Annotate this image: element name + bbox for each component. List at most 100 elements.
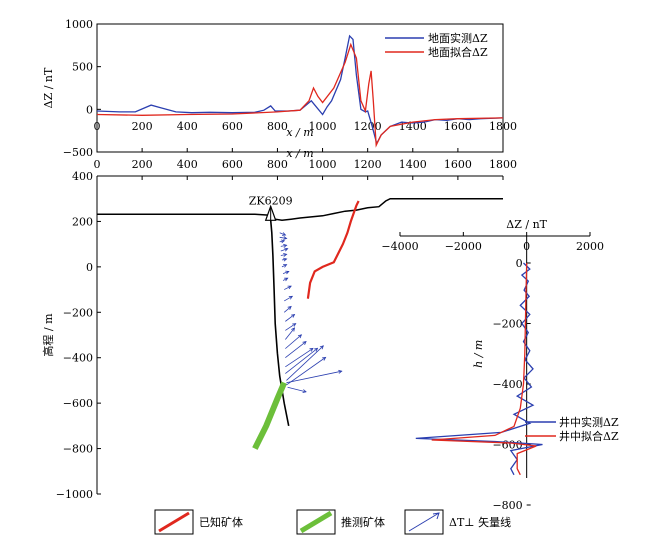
known-ore-body [306, 200, 360, 299]
surface-x-tick-label: 400 [177, 120, 198, 133]
vector-arrowhead [291, 327, 296, 332]
vector-arrowhead [302, 389, 307, 393]
surface-x-tick-label: 0 [94, 120, 101, 133]
legend-swatch-stroke [158, 511, 190, 533]
section-x-tick-label: 200 [132, 158, 153, 171]
vector-line [286, 370, 342, 384]
vector-arrowhead [322, 356, 327, 361]
legend-swatch-stroke [299, 510, 333, 534]
borehole-legend-label: 井中实测ΔZ [559, 415, 619, 429]
legend-swatch-arrowhead [432, 512, 440, 520]
surface-y-axis-label: ΔZ / nT [42, 67, 55, 108]
borehole-y-axis-label: h / m [472, 340, 485, 368]
section-x-tick-label: 1400 [399, 158, 427, 171]
vector-line [284, 295, 293, 302]
surface-profile-chart: 0 200 400 600 800 1000 1200 1400 1600 1800 100050… [42, 18, 517, 159]
borehole-y-tick-label: −800 [492, 499, 522, 512]
vector-line [284, 285, 292, 290]
vector-arrowhead [284, 277, 289, 282]
vector-arrowhead [288, 295, 294, 300]
surface-y-tick-label: −500 [63, 146, 93, 159]
borehole-measured-line [415, 262, 543, 476]
vector-line [280, 253, 287, 256]
surface-x-tick-label: 1200 [354, 120, 382, 133]
borehole-x-tick-label: −2000 [445, 240, 482, 253]
section-y-tick-label: −200 [63, 306, 93, 319]
terrain-line [97, 197, 503, 222]
section-legend: 已知矿体 推测矿体 ΔT⊥ 矢量线 [154, 509, 511, 535]
section-chart: 0 200 400 600 800 1000 1200 1400 1600 1800 400 200… [41, 147, 517, 501]
section-legend-label: 推测矿体 [341, 515, 385, 529]
borehole-x-tick-label: −4000 [381, 240, 418, 253]
section-x-axis-label: x / m [286, 147, 313, 160]
section-x-tick-label: 0 [94, 158, 101, 171]
section-x-tick-label: 400 [177, 158, 198, 171]
section-y-tick-label: 400 [72, 170, 93, 183]
vector-line [285, 334, 302, 349]
surface-fitted-line [96, 42, 504, 148]
surface-y-tick-label: 1000 [65, 18, 93, 31]
vector-arrowhead [283, 253, 288, 257]
section-y-tick-label: −600 [63, 397, 93, 410]
section-y-tick-label: −400 [63, 352, 93, 365]
section-legend-label: 已知矿体 [199, 515, 243, 529]
borehole-profile-chart: −4000−200002000 0−200−400−600−800 ΔZ / n… [381, 218, 619, 512]
vector-arrowhead [284, 247, 289, 252]
vector-line [282, 271, 289, 275]
borehole-y-tick-label: −400 [492, 378, 522, 391]
vector-arrowhead [285, 270, 290, 275]
borehole-x-ticks: −4000−200002000 [381, 232, 604, 253]
section-legend-label: ΔT⊥ 矢量线 [449, 515, 511, 529]
borehole-x-tick-label: 2000 [576, 240, 604, 253]
section-x-tick-label: 1000 [309, 158, 337, 171]
section-y-tick-label: −1000 [56, 488, 93, 501]
borehole-y-tick-label: −200 [492, 318, 522, 331]
vector-arrowhead [314, 347, 319, 352]
surface-x-tick-label: 200 [132, 120, 153, 133]
surface-x-tick-label: 1000 [309, 120, 337, 133]
vector-arrowhead [283, 236, 288, 240]
vector-line [283, 306, 292, 313]
surface-x-axis-label: x / m [286, 126, 313, 139]
section-x-ticks: 0 200 400 600 800 1000 1200 1400 1600 1800 [94, 158, 517, 180]
vector-line [279, 232, 286, 236]
vector-line [285, 341, 307, 359]
vector-line [285, 348, 314, 368]
borehole-series-group [415, 262, 543, 476]
section-y-tick-label: −800 [63, 443, 93, 456]
vector-line [286, 357, 326, 386]
borehole-fitted-line [431, 262, 537, 476]
vector-arrowhead [283, 257, 288, 262]
vector-arrowhead [297, 334, 303, 339]
surface-x-tick-label: 800 [267, 120, 288, 133]
surface-x-tick-label: 600 [222, 120, 243, 133]
section-x-tick-label: 1800 [489, 158, 517, 171]
section-x-tick-label: 800 [267, 158, 288, 171]
vector-arrowhead [287, 305, 292, 310]
vector-lines [279, 232, 343, 393]
section-y-axis-label: 高程 / m [41, 313, 55, 357]
vector-arrowhead [319, 345, 324, 350]
borehole-y-tick-label: 0 [516, 257, 523, 270]
vector-line [285, 327, 295, 340]
section-x-tick-label: 600 [222, 158, 243, 171]
borehole-x-axis-label: ΔZ / nT [506, 218, 547, 231]
vector-line [285, 323, 296, 331]
surface-plot-frame [96, 23, 504, 153]
section-y-tick-label: 200 [72, 215, 93, 228]
section-x-tick-label: 1200 [354, 158, 382, 171]
surface-x-tick-label: 1600 [444, 120, 472, 133]
vector-arrowhead [280, 239, 286, 244]
surface-legend-label: 地面实测ΔZ [428, 31, 488, 45]
vector-arrowhead [291, 313, 296, 318]
borehole-marker [264, 204, 277, 221]
vector-arrowhead [283, 264, 288, 268]
vector-line [287, 386, 307, 393]
vector-arrowhead [338, 369, 343, 374]
borehole-label: ZK6209 [249, 194, 293, 207]
vector-line [280, 244, 287, 247]
